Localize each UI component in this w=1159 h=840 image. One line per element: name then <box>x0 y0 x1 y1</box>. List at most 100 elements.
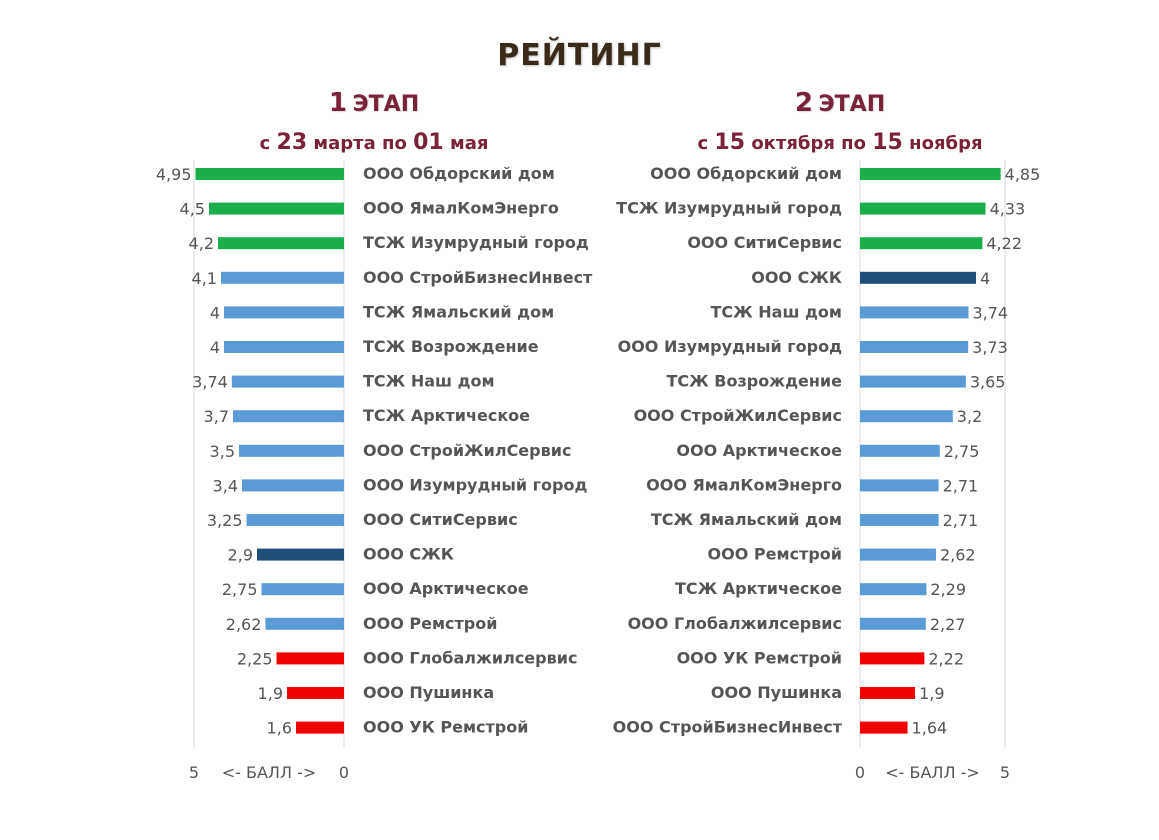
chart1-axis-label: <- БАЛЛ -> <box>222 763 317 782</box>
chart1-bar-10 <box>242 479 344 492</box>
chart1-bar-6 <box>224 341 344 353</box>
chart1-bar-7 <box>231 375 344 388</box>
chart2-axis-label: <- БАЛЛ -> <box>885 763 980 782</box>
chart2-category-label-4: ООО СЖК <box>751 268 842 287</box>
stage2-subtitle: с 15 октября по 15 ноября <box>630 130 1050 155</box>
chart2-bar-15 <box>860 652 925 665</box>
chart2-bar-2 <box>860 202 986 215</box>
stage2-title: 2 ЭТАП <box>630 88 1050 118</box>
chart2-value-label-6: 3,73 <box>972 338 1008 357</box>
chart1-category-label-5: ТСЖ Ямальский дом <box>363 302 554 321</box>
chart1-category-label-4: ООО СтройБизнесИнвест <box>363 268 593 287</box>
chart1-category-label-3: ТСЖ Изумрудный город <box>363 233 589 252</box>
stage1-title: 1 ЭТАП <box>164 88 584 118</box>
chart1-category-label-6: ТСЖ Возрождение <box>363 337 539 356</box>
chart2-category-label-12: ООО Ремстрой <box>708 545 842 564</box>
chart2-bar-6 <box>860 341 969 353</box>
chart1-value-label-16: 1,9 <box>258 684 283 703</box>
stage1-sub-pre: с <box>259 133 271 154</box>
stage1-title-num: 1 <box>328 88 347 118</box>
chart1-value-label-5: 4 <box>210 303 220 322</box>
chart2-category-label-6: ООО Изумрудный город <box>618 337 842 356</box>
chart1-bar-5 <box>224 306 344 319</box>
chart1-value-label-1: 4,95 <box>156 165 192 184</box>
chart1-bar-3 <box>218 237 344 250</box>
stage1-sub-day2: 01 <box>413 130 444 155</box>
chart1-value-label-14: 2,62 <box>226 615 262 634</box>
chart1-bar-2 <box>209 202 344 215</box>
page-title: РЕЙТИНГ <box>497 38 662 73</box>
chart1-value-label-7: 3,74 <box>192 373 228 392</box>
chart2-category-label-2: ТСЖ Изумрудный город <box>616 199 842 218</box>
chart2-bar-1 <box>860 168 1001 180</box>
chart1-value-label-12: 2,9 <box>228 546 253 565</box>
chart2-value-label-15: 2,22 <box>928 649 964 668</box>
stage2-sub-pre: с <box>697 133 709 154</box>
chart2-bar-4 <box>860 271 976 284</box>
chart1-value-label-2: 4,5 <box>180 200 205 219</box>
chart2-bar-7 <box>860 375 966 388</box>
stage2-title-word: ЭТАП <box>818 92 886 117</box>
chart2-bar-9 <box>860 444 940 457</box>
chart2-value-label-8: 3,2 <box>957 407 982 426</box>
stage2-sub-month1: октября по <box>751 133 866 154</box>
stage1-subtitle: с 23 марта по 01 мая <box>164 130 584 155</box>
chart1-category-label-8: ТСЖ Арктическое <box>363 406 530 425</box>
chart2-value-label-9: 2,75 <box>944 442 980 461</box>
chart2-category-label-17: ООО СтройБизнесИнвест <box>613 718 843 737</box>
chart2-category-label-7: ТСЖ Возрождение <box>666 372 842 391</box>
chart2-value-label-14: 2,27 <box>930 615 966 634</box>
chart1-bar-16 <box>287 687 344 699</box>
chart1-bar-15 <box>276 652 344 665</box>
chart2-category-label-3: ООО СитиСервис <box>687 233 842 252</box>
chart2-value-label-13: 2,29 <box>930 580 966 599</box>
chart2-category-label-10: ООО ЯмалКомЭнерго <box>646 475 842 494</box>
stage1-sub-day1: 23 <box>276 130 308 155</box>
chart2-category-label-13: ТСЖ Арктическое <box>675 579 842 598</box>
chart2-category-label-16: ООО Пушинка <box>711 683 842 702</box>
chart1-value-label-10: 3,4 <box>213 476 238 495</box>
chart2-category-label-11: ТСЖ Ямальский дом <box>651 510 842 529</box>
chart1-value-label-15: 2,25 <box>237 649 273 668</box>
chart2-bar-17 <box>860 721 908 734</box>
chart2-category-label-1: ООО Обдорский дом <box>650 164 842 183</box>
chart2-value-label-3: 4,22 <box>986 234 1022 253</box>
chart2-bar-10 <box>860 479 939 492</box>
chart2-value-label-11: 2,71 <box>943 511 979 530</box>
chart1-value-label-6: 4 <box>210 338 220 357</box>
chart2-category-label-14: ООО Глобалжилсервис <box>628 614 842 633</box>
chart1-category-label-1: ООО Обдорский дом <box>363 164 555 183</box>
chart2-bar-12 <box>860 548 936 561</box>
stage2-sub-day2: 15 <box>872 130 903 155</box>
chart2-value-label-4: 4 <box>980 269 990 288</box>
chart1-bar-14 <box>265 617 344 630</box>
chart1-tick-right: 0 <box>339 763 349 782</box>
chart1-value-label-4: 4,1 <box>192 269 217 288</box>
chart1-value-label-13: 2,75 <box>222 580 258 599</box>
chart1-category-label-14: ООО Ремстрой <box>363 614 497 633</box>
stage1-title-word: ЭТАП <box>352 92 420 117</box>
chart1-bar-12 <box>257 548 344 561</box>
chart1-value-label-17: 1,6 <box>267 719 292 738</box>
chart1-category-label-15: ООО Глобалжилсервис <box>363 648 577 667</box>
chart1-category-label-9: ООО СтройЖилСервис <box>363 441 571 460</box>
chart1-bar-9 <box>239 444 344 457</box>
chart2-value-label-7: 3,65 <box>970 373 1006 392</box>
chart2-bar-11 <box>860 514 939 526</box>
stage2-title-num: 2 <box>794 88 813 118</box>
stage2-sub-month2: ноября <box>909 133 983 154</box>
chart2-tick-left: 0 <box>855 763 865 782</box>
chart2-category-label-15: ООО УК Ремстрой <box>677 648 842 667</box>
chart1-bar-13 <box>261 583 344 596</box>
chart2-value-label-2: 4,33 <box>990 200 1026 219</box>
chart1-bar-17 <box>296 721 344 734</box>
chart2-bar-5 <box>860 306 969 319</box>
chart1-category-label-10: ООО Изумрудный город <box>363 475 587 494</box>
stage2-sub-day1: 15 <box>714 130 746 155</box>
chart1-category-label-7: ТСЖ Наш дом <box>363 372 495 391</box>
chart1-tick-left: 5 <box>189 763 199 782</box>
chart2-value-label-5: 3,74 <box>972 303 1008 322</box>
chart1-category-label-13: ООО Арктическое <box>363 579 529 598</box>
chart1-value-label-9: 3,5 <box>210 442 235 461</box>
